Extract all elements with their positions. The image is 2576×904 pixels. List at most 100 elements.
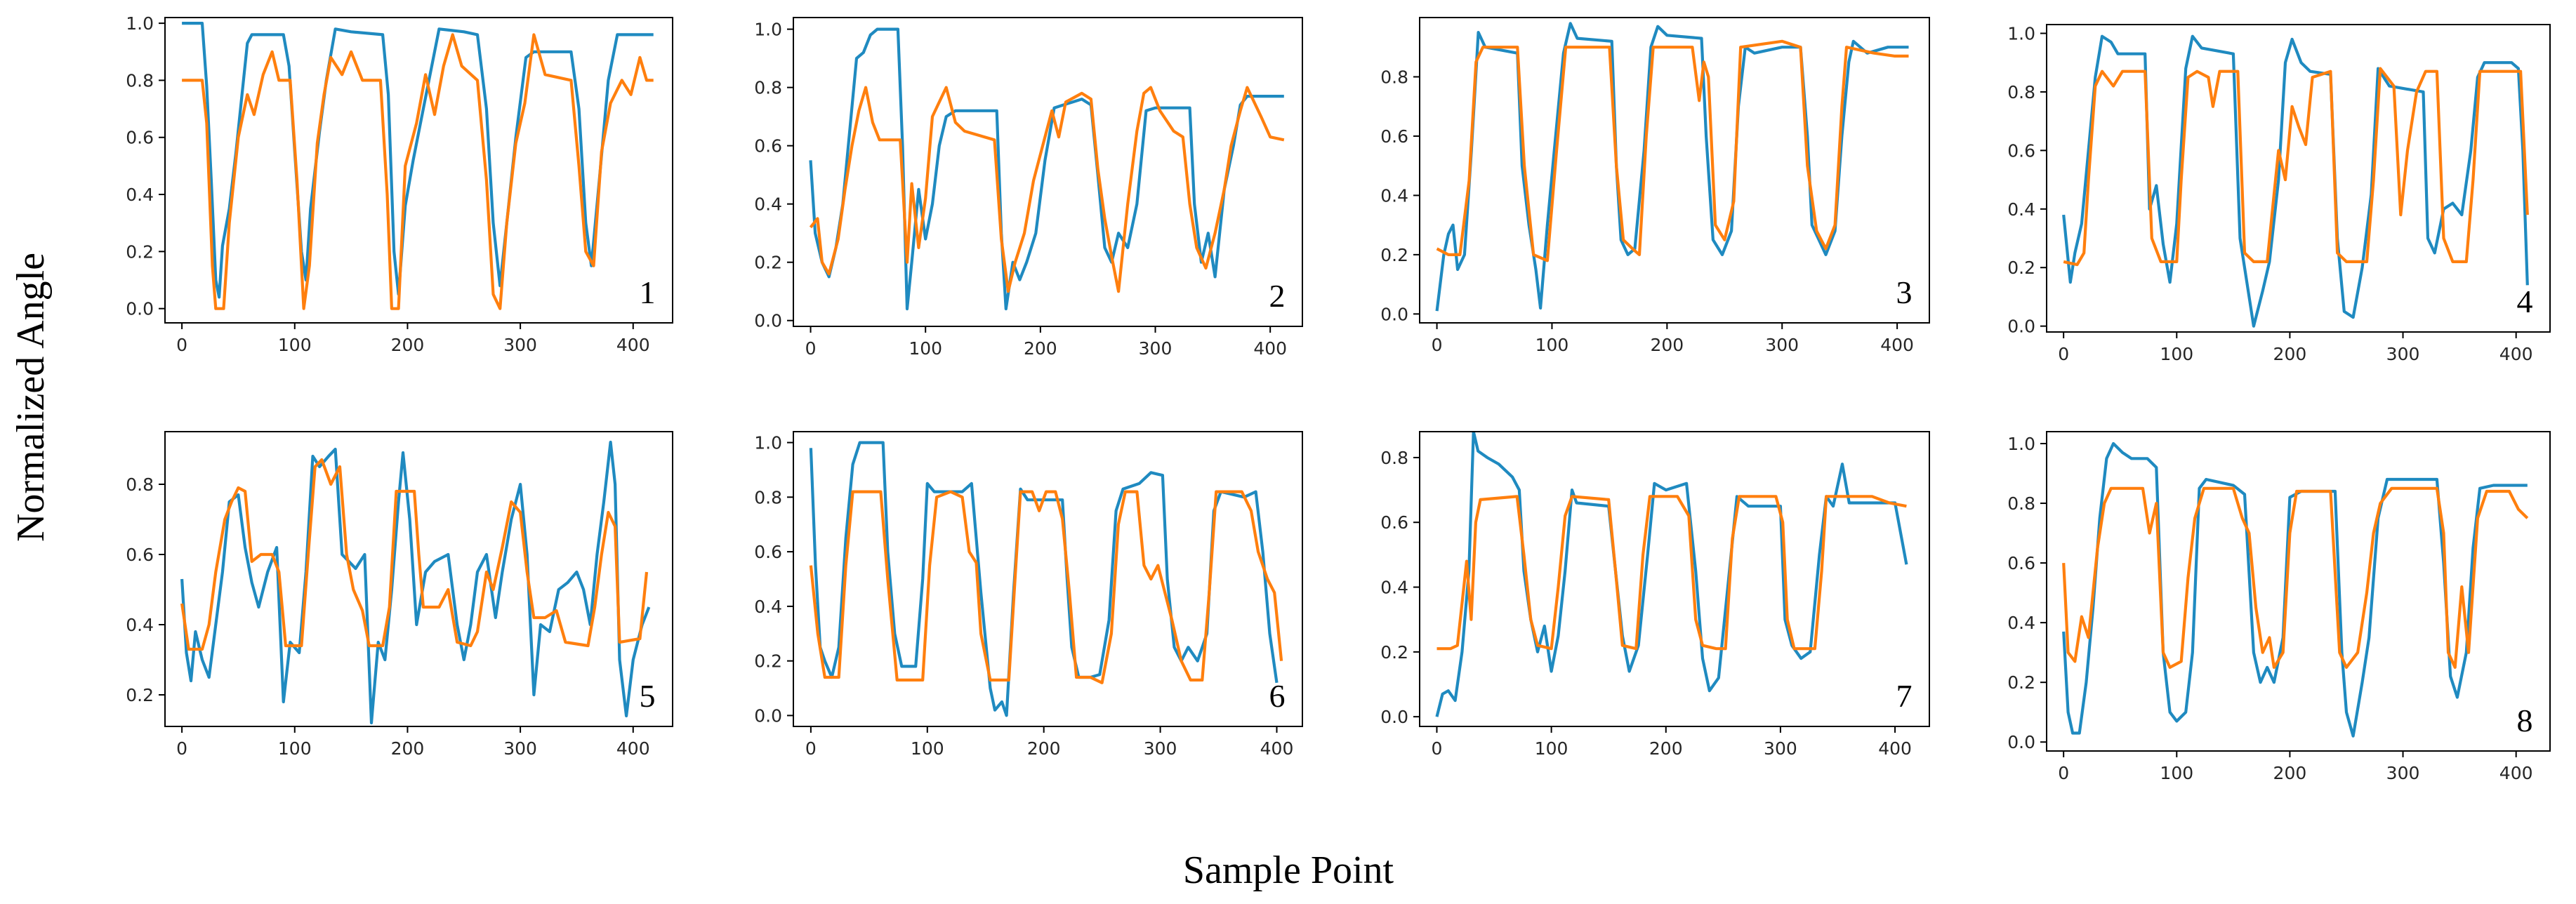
panel-number-label: 6 (1269, 678, 1286, 714)
y-tick-label: 0.6 (1380, 126, 1408, 147)
x-tick-label: 300 (1765, 335, 1799, 355)
y-tick-label: 0.4 (754, 597, 782, 617)
x-tick-label: 200 (391, 335, 425, 355)
x-tick-label: 0 (805, 738, 817, 759)
y-tick-label: 0.8 (754, 78, 782, 98)
y-tick-label: 0.0 (126, 299, 154, 319)
panel-6: 0 100 200 300 400 0.0 0.2 0.4 0.6 0.8 1.0 6 (754, 431, 1303, 759)
series-line-measured (2062, 441, 2528, 738)
y-tick-label: 0.0 (2007, 732, 2035, 752)
y-tick-label: 1.0 (126, 13, 154, 34)
panel-number-label: 8 (2517, 703, 2533, 738)
panel-number-label: 7 (1896, 678, 1913, 714)
x-tick-label: 200 (1027, 738, 1061, 759)
y-tick-label: 0.2 (754, 253, 782, 273)
series-line-predicted (2063, 67, 2529, 267)
x-tick-label: 300 (1139, 338, 1173, 359)
series-line-predicted (2062, 486, 2529, 669)
y-tick-label: 0.6 (1380, 512, 1408, 533)
y-tick-label: 0.0 (754, 311, 782, 331)
y-tick-label: 0.2 (754, 651, 782, 672)
panel-8: 0 100 200 300 400 0.0 0.2 0.4 0.6 0.8 1.0 8 (2007, 431, 2551, 783)
x-tick-label: 400 (616, 738, 650, 759)
x-tick-label: 200 (2273, 344, 2307, 364)
y-tick-label: 1.0 (754, 20, 782, 40)
x-tick-label: 300 (1144, 738, 1177, 759)
y-tick-label: 0.0 (2007, 317, 2035, 337)
x-tick-label: 100 (278, 335, 312, 355)
y-tick-label: 1.0 (2007, 24, 2035, 44)
y-tick-label: 0.4 (1380, 578, 1408, 598)
x-tick-label: 0 (1432, 738, 1443, 759)
series-line-measured (180, 440, 651, 725)
y-tick-label: 0.4 (126, 185, 154, 205)
y-tick-label: 0.8 (126, 70, 154, 91)
x-tick-label: 100 (911, 738, 944, 759)
panel-number-label: 2 (1269, 278, 1286, 314)
x-tick-label: 100 (1535, 335, 1569, 355)
series-line-predicted (809, 86, 1285, 293)
y-tick-label: 0.6 (2007, 553, 2035, 573)
y-tick-label: 0.2 (2007, 258, 2035, 278)
y-tick-label: 0.6 (126, 545, 154, 565)
y-tick-label: 0.6 (2007, 140, 2035, 161)
y-tick-label: 0.2 (2007, 672, 2035, 693)
y-tick-label: 0.8 (2007, 82, 2035, 102)
axes-frame (1419, 17, 1930, 324)
x-axis-label: Sample Point (1183, 849, 1394, 892)
panel-3: 0 100 200 300 400 0.0 0.2 0.4 0.6 0.8 3 (1380, 17, 1930, 355)
x-tick-label: 200 (1024, 338, 1057, 359)
panel-number-label: 4 (2517, 284, 2533, 319)
series-line-predicted (1436, 39, 1909, 262)
y-tick-label: 0.6 (754, 542, 782, 562)
series-line-measured (1435, 432, 1908, 717)
series-line-measured (809, 27, 1284, 311)
series-line-measured (809, 441, 1279, 717)
panel-number-label: 5 (640, 678, 656, 714)
y-tick-label: 0.4 (126, 615, 154, 635)
y-axis-label: Normalized Angle (9, 253, 53, 542)
x-tick-label: 300 (503, 335, 537, 355)
x-tick-label: 300 (1764, 738, 1797, 759)
axes-frame (1419, 431, 1930, 727)
x-tick-label: 0 (176, 335, 187, 355)
x-tick-label: 100 (278, 738, 312, 759)
x-tick-label: 400 (616, 335, 650, 355)
axes-frame (2046, 24, 2551, 333)
x-tick-label: 200 (1650, 335, 1684, 355)
y-tick-label: 0.8 (754, 487, 782, 507)
x-tick-label: 300 (2386, 763, 2420, 783)
y-tick-label: 1.0 (754, 433, 782, 453)
x-tick-label: 300 (2386, 344, 2420, 364)
x-tick-label: 400 (1253, 338, 1287, 359)
panel-4: 0 100 200 300 400 0.0 0.2 0.4 0.6 0.8 1.0 4 (2007, 24, 2551, 364)
x-tick-label: 200 (2273, 763, 2307, 783)
y-tick-label: 0.6 (754, 136, 782, 157)
axes-frame (793, 431, 1303, 727)
x-tick-label: 400 (1880, 335, 1914, 355)
x-tick-label: 100 (909, 338, 942, 359)
x-tick-label: 100 (2160, 344, 2193, 364)
x-tick-label: 0 (2058, 344, 2069, 364)
x-tick-label: 0 (2058, 763, 2069, 783)
y-tick-label: 0.2 (126, 241, 154, 262)
x-tick-label: 0 (805, 338, 817, 359)
y-tick-label: 0.8 (2007, 493, 2035, 514)
x-tick-label: 0 (176, 738, 187, 759)
axes-frame (164, 17, 673, 324)
y-tick-label: 0.4 (754, 194, 782, 215)
y-tick-label: 0.6 (126, 128, 154, 148)
x-tick-label: 200 (391, 738, 425, 759)
y-tick-label: 0.8 (126, 474, 154, 495)
y-tick-label: 0.2 (126, 685, 154, 705)
x-tick-label: 400 (1878, 738, 1912, 759)
y-tick-label: 0.4 (2007, 199, 2035, 220)
panel-7: 0 100 200 300 400 0.0 0.2 0.4 0.6 0.8 7 (1380, 431, 1930, 759)
series-line-predicted (182, 33, 654, 310)
y-tick-label: 0.0 (1380, 707, 1408, 727)
y-tick-label: 0.4 (2007, 613, 2035, 633)
y-tick-label: 1.0 (2007, 434, 2035, 454)
axes-frame (2046, 431, 2551, 752)
panel-1: 0 100 200 300 400 0.0 0.2 0.4 0.6 0.8 1.0 1 (126, 13, 673, 355)
